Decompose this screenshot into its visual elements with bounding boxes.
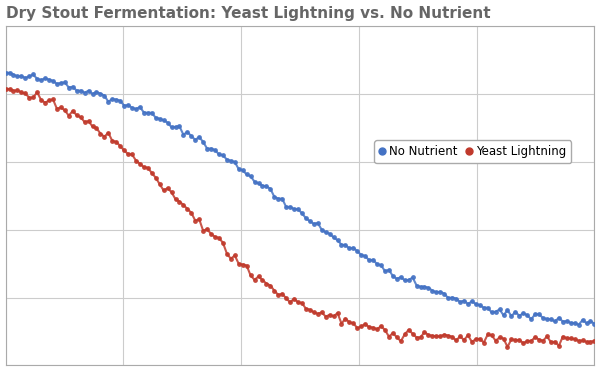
Legend: No Nutrient, Yeast Lightning: No Nutrient, Yeast Lightning (374, 141, 571, 163)
Text: Dry Stout Fermentation: Yeast Lightning vs. No Nutrient: Dry Stout Fermentation: Yeast Lightning … (5, 6, 490, 20)
